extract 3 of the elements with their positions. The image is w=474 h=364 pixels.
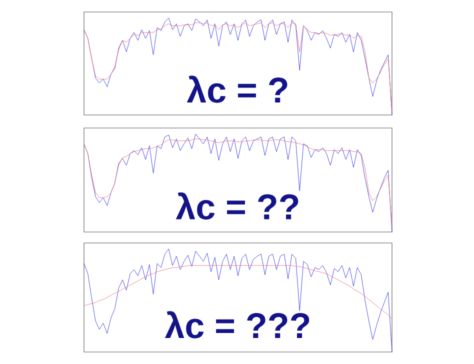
annotation: λc = ?? (176, 192, 298, 220)
annotation: λc = ? (186, 76, 288, 103)
annotation: λc = ??? (164, 311, 310, 338)
